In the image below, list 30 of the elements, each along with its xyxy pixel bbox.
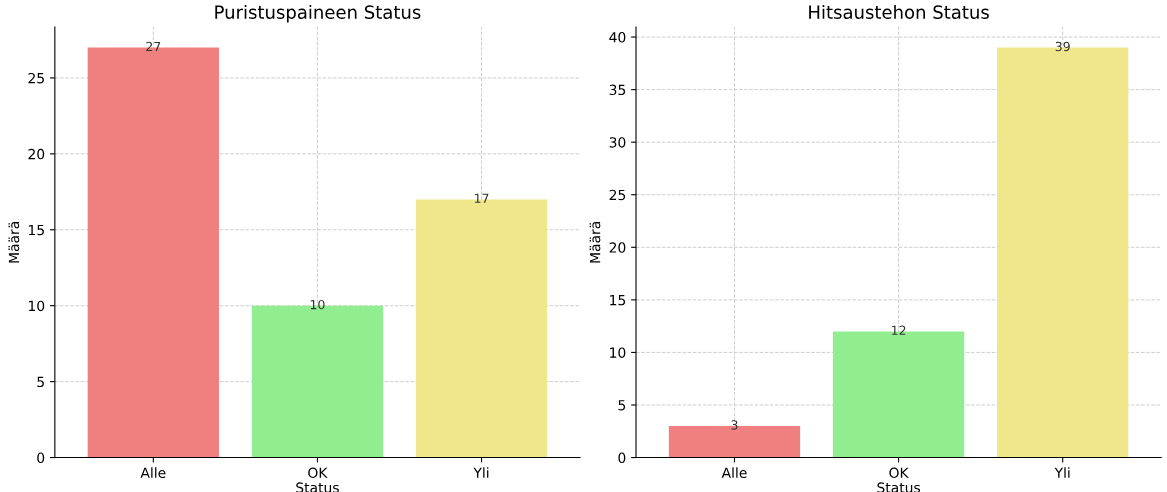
y-tick-label: 0 [37,452,45,464]
y-tick-label: 25 [609,189,626,201]
y-tick-label: 10 [28,300,45,312]
data-label: 10 [310,299,325,310]
x-tick-label: Yli [473,467,489,478]
y-axis-title: Määrä [589,221,601,263]
y-axis-title: Määrä [8,221,20,263]
y-tick-label: 20 [609,242,626,253]
chart-title: Puristuspaineen Status [215,5,421,23]
y-tick-label: 0 [618,452,626,464]
y-tick-label: 30 [609,137,626,148]
x-tick-label: OK [889,467,909,479]
y-tick-label: 35 [609,84,626,96]
x-tick-label: OK [308,467,328,479]
data-label: 12 [892,325,906,335]
x-axis-title: Status [877,482,921,492]
x-tick-label: Alle [140,467,166,479]
y-tick-label: 10 [610,347,626,358]
x-tick-label: Alle [721,467,747,479]
y-tick-label: 40 [609,32,626,43]
y-tick-label: 25 [28,72,44,84]
x-axis-title: Status [296,482,339,492]
chart-title: Hitsaustehon Status [809,5,989,19]
y-tick-label: 15 [28,224,44,236]
data-label: 39 [1055,41,1070,52]
y-tick-label: 20 [28,148,45,160]
y-tick-label: 15 [610,295,626,306]
y-tick-label: 5 [37,376,44,388]
y-tick-label: 5 [618,400,626,411]
x-tick-label: Yli [1054,467,1070,478]
